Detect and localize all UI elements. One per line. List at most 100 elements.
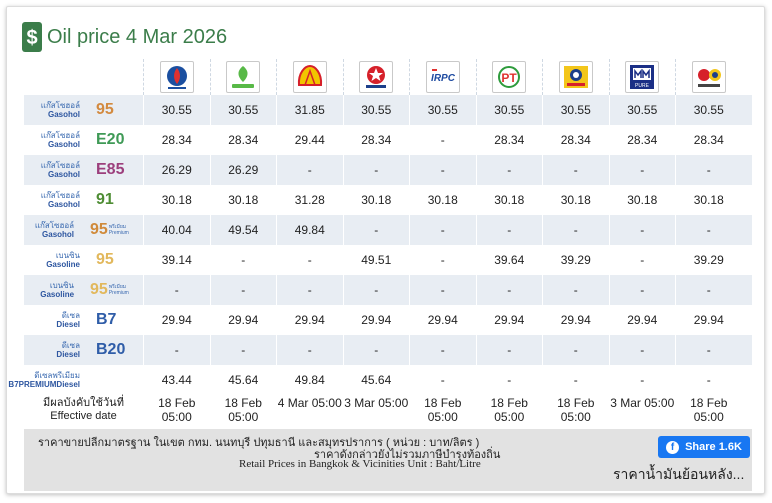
price-cell: 30.18 (542, 185, 609, 215)
price-cell: - (542, 365, 609, 395)
effective-date-label: มีผลบังคับใช้วันที่ Effective date (24, 395, 143, 425)
fuel-name-th: แก๊สโซฮอล์ (40, 131, 80, 140)
price-cell: - (542, 155, 609, 185)
price-cell: 30.18 (475, 185, 543, 215)
price-cell: - (209, 245, 277, 275)
pure-logo-icon[interactable]: PURE (625, 61, 660, 93)
facebook-share-button[interactable]: f Share 1.6K (658, 436, 750, 458)
susco-dealer-logo-icon[interactable] (691, 61, 726, 93)
price-cell: 29.94 (342, 305, 410, 335)
premium-tag: พรีเมียม Premium (108, 284, 129, 296)
effective-time: 05:00 (228, 410, 259, 424)
price-history-link[interactable]: ราคาน้ำมันย้อนหลัง... (613, 466, 745, 482)
fuel-name-th: ดีเซลพรีเมียม (34, 371, 80, 380)
price-cell: 29.94 (608, 305, 676, 335)
price-cell: - (675, 335, 742, 365)
effective-time: 05:00 (693, 410, 724, 424)
table-row: แก๊สโซฮอล์ Gasohol 95 30.55 30.55 31.85 30.55 3… (24, 95, 752, 125)
table-row: แก๊สโซฮอล์ Gasohol E20 28.34 28.34 29.44 28.34… (24, 125, 752, 155)
price-cell: 31.28 (276, 185, 343, 215)
price-cell: 30.18 (608, 185, 676, 215)
effective-time: 05:00 (427, 410, 458, 424)
footer-note-th: ราคาขายปลีกมาตรฐาน ในเขต กทม. นนทบุรี ปท… (38, 437, 480, 449)
table-row: เบนซิน Gasoline 95 พรีเมียม Premium - - - - - - - -… (24, 275, 752, 305)
price-cell: 39.29 (542, 245, 609, 275)
price-cell: - (675, 365, 742, 395)
table-row: ดีเซล Diesel B7 29.94 29.94 29.94 29.94 29.94 29… (24, 305, 752, 335)
price-cell: - (143, 335, 210, 365)
fuel-name-en: Gasoline (40, 290, 75, 299)
fuel-name-en: Diesel (56, 350, 80, 359)
price-cell: - (542, 275, 609, 305)
fuel-name-en: Gasohol (47, 170, 80, 179)
price-cell: - (276, 335, 343, 365)
price-cell: 30.18 (675, 185, 742, 215)
fuel-name: แก๊สโซฮอล์ Gasohol (28, 191, 80, 209)
price-cell: 28.34 (608, 125, 676, 155)
fuel-name-th: ดีเซล (61, 311, 80, 320)
fuel-label: เบนซิน Gasoline 95 (24, 245, 143, 275)
pt-logo-icon[interactable]: PT (492, 61, 527, 93)
price-cell: - (143, 275, 210, 305)
fuel-dollar-icon: $ (22, 22, 42, 52)
irpc-logo-icon[interactable]: IRPC (425, 61, 460, 93)
price-cell: - (542, 335, 609, 365)
price-cell: 29.44 (276, 125, 343, 155)
effective-date: 3 Mar 05:00 (344, 396, 409, 410)
fuel-name: แก๊สโซฮอล์ Gasohol (28, 101, 80, 119)
price-cell: 49.54 (209, 215, 277, 245)
table-row: แก๊สโซฮอล์ Gasohol 95 พรีเมียม Premium 40.04… (24, 215, 752, 245)
facebook-icon: f (666, 440, 680, 454)
fuel-grade: 95 (96, 101, 114, 118)
title-row: $ Oil price 4 Mar 2026 (21, 19, 227, 55)
svg-text:IRPC: IRPC (431, 73, 456, 84)
bangchak-logo-icon[interactable] (226, 61, 261, 93)
effective-date-cell: 18 Feb 05:00 (542, 395, 609, 425)
brand-cell-pure: PURE (608, 59, 676, 95)
oil-price-card: $ Oil price 4 Mar 2026 (6, 6, 765, 494)
price-cell: 28.34 (475, 125, 543, 155)
shell-logo-icon[interactable] (292, 61, 327, 93)
effective-date: 4 Mar 05:00 (277, 396, 342, 410)
price-cell: - (409, 245, 476, 275)
effective-date: 18 Feb (690, 396, 728, 410)
susco-logo-icon[interactable] (558, 61, 593, 93)
price-cell: - (409, 275, 476, 305)
price-cell: 39.29 (675, 245, 742, 275)
table-row: เบนซิน Gasoline 95 39.14- -49.51-39.64 39.29-… (24, 245, 752, 275)
price-cell: 29.94 (276, 305, 343, 335)
fuel-label: แก๊สโซฮอล์ Gasohol 95 พรีเมียม Premium (24, 215, 143, 245)
price-cell: - (608, 365, 676, 395)
price-cell: 26.29 (209, 155, 277, 185)
price-cell: 29.94 (143, 305, 210, 335)
ptt-logo-icon[interactable] (159, 61, 194, 93)
brand-cell-ptt (143, 59, 210, 95)
price-cell: 29.94 (409, 305, 476, 335)
fuel-name: ดีเซลพรีเมียม B7PREMIUMDiesel (8, 371, 80, 389)
effective-date-label-en: Effective date (50, 410, 117, 422)
price-cell: 30.18 (342, 185, 410, 215)
effective-date: 18 Feb (224, 396, 262, 410)
effective-date: 18 Feb (490, 396, 528, 410)
table-row: แก๊สโซฮอล์ Gasohol 91 30.18 30.18 31.28 30.18 3… (24, 185, 752, 215)
svg-text:PT: PT (502, 71, 518, 85)
price-cell: - (342, 275, 410, 305)
fuel-name: แก๊สโซฮอล์ Gasohol (28, 161, 80, 179)
effective-date: 18 Feb (557, 396, 595, 410)
price-cell: - (608, 155, 676, 185)
fuel-name: แก๊สโซฮอล์ Gasohol (28, 131, 80, 149)
footer-note-en: Retail Prices in Bangkok & Vicinities Un… (239, 458, 481, 470)
price-cell: - (342, 215, 410, 245)
brand-cell-susco (542, 59, 609, 95)
effective-date-cell: 3 Mar 05:00 (342, 395, 410, 425)
price-cell: - (409, 155, 476, 185)
price-cell: 28.34 (675, 125, 742, 155)
fuel-name-en: B7PREMIUMDiesel (8, 380, 80, 389)
fuel-grade: E20 (96, 131, 125, 148)
price-cell: - (475, 275, 543, 305)
price-cell: 28.34 (542, 125, 609, 155)
price-cell: 30.55 (475, 95, 543, 125)
price-cell: 45.64 (209, 365, 277, 395)
svg-text:PURE: PURE (635, 83, 650, 89)
caltex-logo-icon[interactable] (359, 61, 394, 93)
